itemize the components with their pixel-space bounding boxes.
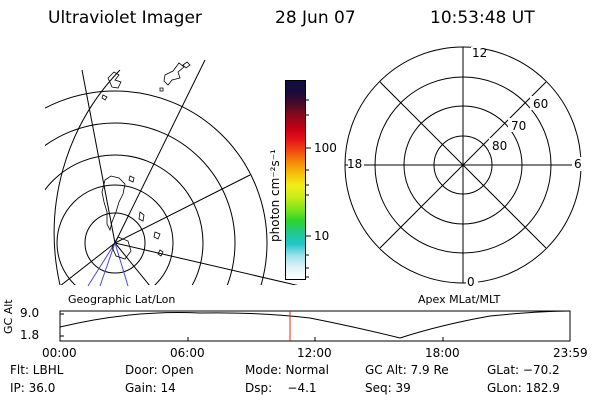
coastline bbox=[153, 231, 164, 257]
coastline bbox=[107, 71, 122, 89]
time-tick-1200: 12:00 bbox=[297, 346, 332, 360]
mlt-label-12: 12 bbox=[472, 46, 488, 60]
status-mode: Mode: Normal bbox=[245, 363, 329, 377]
altitude-tick-high: 9.0 bbox=[20, 306, 40, 320]
coastline bbox=[138, 211, 145, 222]
altitude-axis-label: GC Alt bbox=[2, 299, 15, 334]
status-glon: GLon: 182.9 bbox=[487, 381, 560, 395]
colorbar-tick-10: 10 bbox=[314, 229, 330, 243]
meridian bbox=[114, 242, 298, 285]
status-gc-alt: GC Alt: 7.9 Re bbox=[365, 363, 449, 377]
colorbar-tick-100: 100 bbox=[314, 141, 337, 155]
mlat-label-80: 80 bbox=[492, 139, 508, 153]
coastline bbox=[101, 175, 126, 232]
meridian bbox=[60, 242, 116, 285]
mlat-label-60: 60 bbox=[533, 97, 549, 111]
status-dsp: Dsp: −4.1 bbox=[245, 381, 317, 395]
mlat-label-70: 70 bbox=[511, 119, 527, 133]
mlt-label-6: 6 bbox=[574, 157, 582, 171]
colorbar-gradient bbox=[286, 81, 305, 279]
lat-circle bbox=[45, 122, 236, 285]
coastline bbox=[111, 236, 132, 260]
mlt-label-18: 18 bbox=[347, 157, 363, 171]
meridian bbox=[81, 69, 116, 244]
meridian bbox=[114, 59, 206, 244]
lat-circle bbox=[45, 154, 204, 285]
colorbar bbox=[285, 80, 306, 280]
right-panel-label: Apex MLat/MLT bbox=[418, 293, 501, 306]
left-panel-label: Geographic Lat/Lon bbox=[68, 293, 176, 306]
time-tick-0600: 06:00 bbox=[170, 346, 205, 360]
altitude-curve bbox=[59, 310, 571, 339]
observation-date: 28 Jun 07 bbox=[275, 8, 356, 28]
meridian bbox=[114, 242, 150, 285]
status-door: Door: Open bbox=[125, 363, 194, 377]
horizon-arc bbox=[53, 69, 121, 285]
time-tick-0000: 00:00 bbox=[42, 346, 77, 360]
terminator-line bbox=[87, 242, 116, 287]
instrument-title: Ultraviolet Imager bbox=[48, 8, 202, 28]
coastline bbox=[101, 94, 108, 101]
mlt-diagonal bbox=[379, 81, 547, 249]
mlt-label-0: 0 bbox=[467, 275, 475, 289]
terminator-line bbox=[114, 242, 129, 287]
lat-circle bbox=[45, 90, 268, 285]
lat-circle bbox=[84, 212, 146, 274]
status-gain: Gain: 14 bbox=[125, 381, 176, 395]
coastline bbox=[159, 87, 164, 92]
status-filter: Flt: LBHL bbox=[10, 363, 64, 377]
time-tick-1800: 18:00 bbox=[425, 346, 460, 360]
status-seq: Seq: 39 bbox=[365, 381, 411, 395]
status-glat: GLat: −70.2 bbox=[487, 363, 560, 377]
altitude-tick-low: 1.8 bbox=[20, 328, 40, 342]
coastline bbox=[182, 61, 191, 69]
terminator-line bbox=[99, 242, 116, 287]
coastline bbox=[163, 62, 185, 86]
meridian bbox=[114, 174, 251, 244]
coastline bbox=[128, 175, 135, 183]
status-ip: IP: 36.0 bbox=[10, 381, 56, 395]
observation-time: 10:53:48 UT bbox=[430, 8, 535, 28]
lat-circle bbox=[56, 184, 174, 285]
time-tick-2359: 23:59 bbox=[553, 346, 588, 360]
